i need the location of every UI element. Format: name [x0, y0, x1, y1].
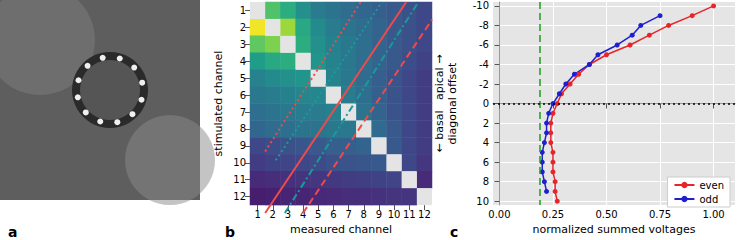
svg-text:12: 12 [233, 191, 246, 202]
svg-text:0.75: 0.75 [649, 209, 671, 220]
svg-text:odd: odd [699, 194, 718, 205]
svg-text:7: 7 [240, 107, 246, 118]
svg-text:diagonal offset: diagonal offset [446, 62, 459, 145]
svg-text:-4: -4 [479, 59, 489, 70]
svg-text:normalized summed voltages: normalized summed voltages [533, 223, 696, 236]
svg-text:stimulated channel: stimulated channel [212, 51, 225, 157]
svg-text:0.25: 0.25 [542, 209, 564, 220]
svg-text:4: 4 [240, 56, 246, 67]
svg-text:-2: -2 [479, 79, 489, 90]
svg-text:-10: -10 [473, 0, 489, 11]
svg-text:11: 11 [403, 209, 416, 220]
svg-text:0: 0 [483, 98, 489, 109]
svg-text:5: 5 [315, 209, 321, 220]
svg-text:2: 2 [483, 118, 489, 129]
svg-text:9: 9 [240, 140, 246, 151]
svg-text:3: 3 [284, 208, 292, 220]
svg-text:a: a [8, 224, 17, 240]
svg-text:10: 10 [388, 209, 401, 220]
svg-text:0.50: 0.50 [595, 209, 617, 220]
svg-text:7: 7 [345, 209, 351, 220]
svg-text:8: 8 [483, 176, 489, 187]
svg-text:12: 12 [418, 209, 431, 220]
svg-text:-8: -8 [479, 20, 489, 31]
svg-text:measured channel: measured channel [290, 223, 392, 236]
svg-text:3: 3 [240, 39, 246, 50]
svg-text:9: 9 [376, 209, 382, 220]
svg-text:10: 10 [476, 196, 489, 207]
svg-text:even: even [699, 180, 724, 191]
svg-text:8: 8 [361, 209, 367, 220]
svg-text:11: 11 [233, 174, 246, 185]
svg-text:6: 6 [240, 90, 246, 101]
svg-text:10: 10 [233, 157, 246, 168]
svg-text:4: 4 [299, 208, 307, 220]
svg-text:1: 1 [240, 5, 246, 16]
svg-text:1: 1 [254, 209, 260, 220]
svg-text:6: 6 [483, 157, 489, 168]
svg-text:6: 6 [330, 209, 336, 220]
svg-text:8: 8 [240, 123, 246, 134]
svg-text:4: 4 [483, 137, 489, 148]
svg-text:← basal apical →: ← basal apical → [433, 55, 446, 153]
svg-text:5: 5 [240, 73, 246, 84]
svg-text:c: c [450, 224, 458, 240]
svg-text:1.00: 1.00 [702, 209, 724, 220]
svg-text:b: b [225, 224, 235, 240]
svg-text:0.00: 0.00 [488, 209, 510, 220]
svg-text:-6: -6 [479, 39, 489, 50]
svg-text:2: 2 [240, 22, 246, 33]
svg-text:2: 2 [270, 209, 276, 220]
